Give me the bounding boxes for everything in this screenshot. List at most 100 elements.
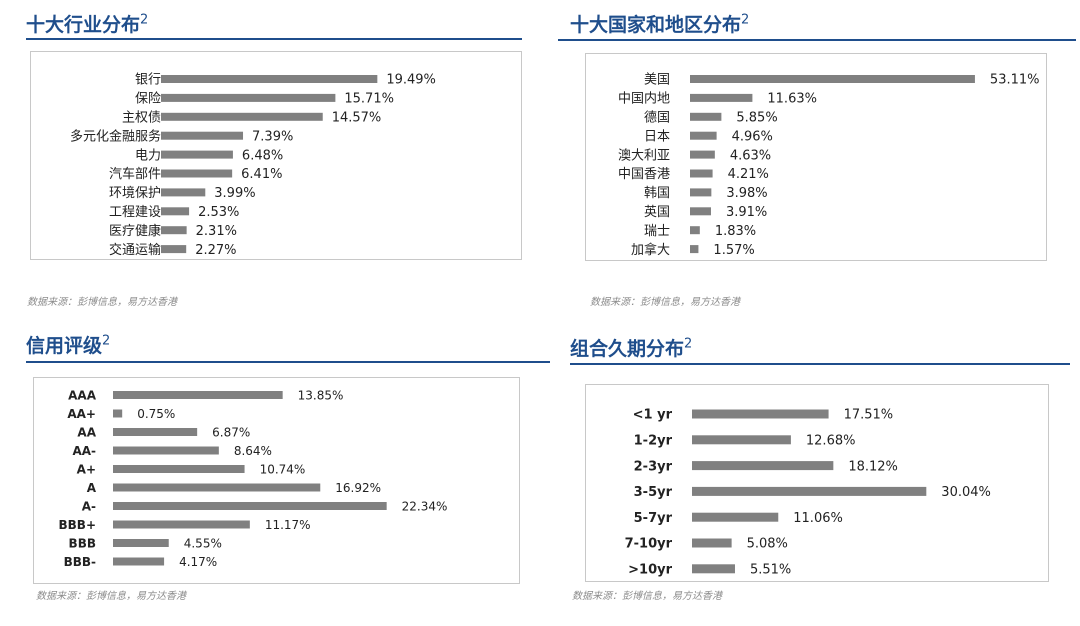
category-label: 3-5yr <box>634 485 673 500</box>
panel-title: 信用评级2 <box>26 333 111 357</box>
value-label: 19.49% <box>386 73 436 88</box>
chart-box: 美国 53.11% 中国内地 11.63% 德国 5.85% 日本 4.96% 澳大利亚 4.63… <box>585 53 1047 261</box>
category-label: 中国内地 <box>618 91 670 107</box>
bar <box>161 207 190 216</box>
value-label: 8.64% <box>234 444 272 458</box>
category-label: 交通运输 <box>109 242 161 258</box>
bar <box>692 409 829 419</box>
value-label: 17.51% <box>844 408 894 423</box>
value-label: 2.27% <box>195 243 236 258</box>
bar <box>690 131 717 140</box>
chart-box: <1 yr 17.51% 1-2yr 12.68% 2-3yr 18.12% 3-5yr 30… <box>585 384 1049 582</box>
category-label: 2-3yr <box>634 459 673 474</box>
category-label: A- <box>82 499 96 513</box>
category-label: 多元化金融服务 <box>70 128 161 144</box>
category-label: >10yr <box>628 562 672 577</box>
category-label: 环境保护 <box>109 186 161 201</box>
value-label: 6.41% <box>241 167 282 182</box>
bar <box>692 538 732 548</box>
category-label: 澳大利亚 <box>618 147 670 163</box>
value-label: 22.34% <box>402 499 448 513</box>
bar <box>113 428 198 436</box>
value-label: 15.71% <box>344 92 394 107</box>
data-source-note: 数据来源：彭博信息，易方达香港 <box>572 591 722 602</box>
value-label: 14.57% <box>332 110 382 125</box>
category-label: <1 yr <box>633 408 673 423</box>
category-label: AA <box>77 425 96 439</box>
country-bar-chart: 美国 53.11% 中国内地 11.63% 德国 5.85% 日本 4.96% 澳大利亚 4.63… <box>618 73 1040 258</box>
bar <box>690 188 712 197</box>
category-label: A <box>87 481 97 495</box>
credit-rating-bar-chart: AAA 13.85%AA+ 0.75%AA 6.87%AA- 8.64%A+ 10.74%… <box>59 388 448 569</box>
value-label: 53.11% <box>990 73 1040 88</box>
data-source-note: 数据来源：彭博信息，易方达香港 <box>36 591 186 602</box>
category-label: 英国 <box>644 205 670 220</box>
value-label: 11.06% <box>793 511 843 526</box>
category-label: 保险 <box>135 92 161 107</box>
category-label: 工程建设 <box>109 205 161 220</box>
chart-box: AAA 13.85% AA+ 0.75% AA 6.87% AA- 8.64% A+ 10.74%… <box>33 377 520 584</box>
value-label: 5.51% <box>750 562 791 577</box>
category-label: 德国 <box>644 110 670 125</box>
bar <box>690 93 753 102</box>
category-label: BBB+ <box>59 518 97 532</box>
value-label: 11.63% <box>767 92 817 107</box>
category-label: 1-2yr <box>634 433 673 448</box>
value-label: 4.17% <box>179 555 217 569</box>
value-label: 4.63% <box>730 148 771 163</box>
value-label: 6.87% <box>212 425 250 439</box>
value-label: 11.17% <box>265 518 311 532</box>
bar <box>113 557 165 566</box>
title-rule <box>558 39 1076 41</box>
bar <box>113 391 283 399</box>
bar <box>690 75 975 83</box>
bar <box>161 131 244 140</box>
bar <box>161 93 336 102</box>
value-label: 18.12% <box>848 459 898 474</box>
panel-title: 组合久期分布2 <box>570 336 693 360</box>
bar <box>690 169 713 178</box>
data-source-note: 数据来源：彭博信息，易方达香港 <box>27 297 177 308</box>
value-label: 12.68% <box>806 433 856 448</box>
category-label: 7-10yr <box>625 537 673 552</box>
bar <box>161 169 233 178</box>
value-label: 4.21% <box>728 167 769 182</box>
panel-title: 十大国家和地区分布2 <box>570 12 750 36</box>
industry-bar-chart: 银行 19.49% 保险 15.71% 主权债 14.57% 多元化金融服务 7.39% 电力 6… <box>70 73 436 258</box>
bar <box>161 226 187 235</box>
category-label: 瑞士 <box>644 224 670 239</box>
chart-box: 银行 19.49% 保险 15.71% 主权债 14.57% 多元化金融服务 7.39% 电力 6… <box>30 51 522 260</box>
bar <box>161 75 378 83</box>
value-label: 1.57% <box>713 243 754 258</box>
value-label: 5.08% <box>747 537 788 552</box>
category-label: A+ <box>77 462 96 476</box>
value-label: 5.85% <box>736 110 777 125</box>
category-label: AAA <box>68 388 97 402</box>
category-label: 加拿大 <box>631 242 670 258</box>
bar <box>690 150 715 159</box>
data-source-note: 数据来源：彭博信息，易方达香港 <box>590 297 740 308</box>
value-label: 7.39% <box>252 129 293 144</box>
bar <box>113 465 245 473</box>
title-rule <box>26 361 550 363</box>
bar <box>161 245 187 254</box>
bar <box>161 112 323 121</box>
bar <box>690 245 699 254</box>
category-label: 银行 <box>135 73 161 88</box>
value-label: 3.98% <box>726 186 767 201</box>
bar <box>161 188 206 197</box>
bar <box>692 486 927 496</box>
value-label: 16.92% <box>335 481 381 495</box>
bar <box>113 502 387 510</box>
value-label: 1.83% <box>715 224 756 239</box>
category-label: 韩国 <box>644 186 670 201</box>
bar <box>690 112 722 121</box>
bar <box>690 207 711 216</box>
bar <box>113 483 321 492</box>
value-label: 0.75% <box>137 407 175 421</box>
bar <box>692 512 779 522</box>
value-label: 30.04% <box>941 485 991 500</box>
category-label: BBB- <box>64 555 96 569</box>
category-label: 日本 <box>644 129 670 144</box>
value-label: 4.55% <box>184 536 222 550</box>
